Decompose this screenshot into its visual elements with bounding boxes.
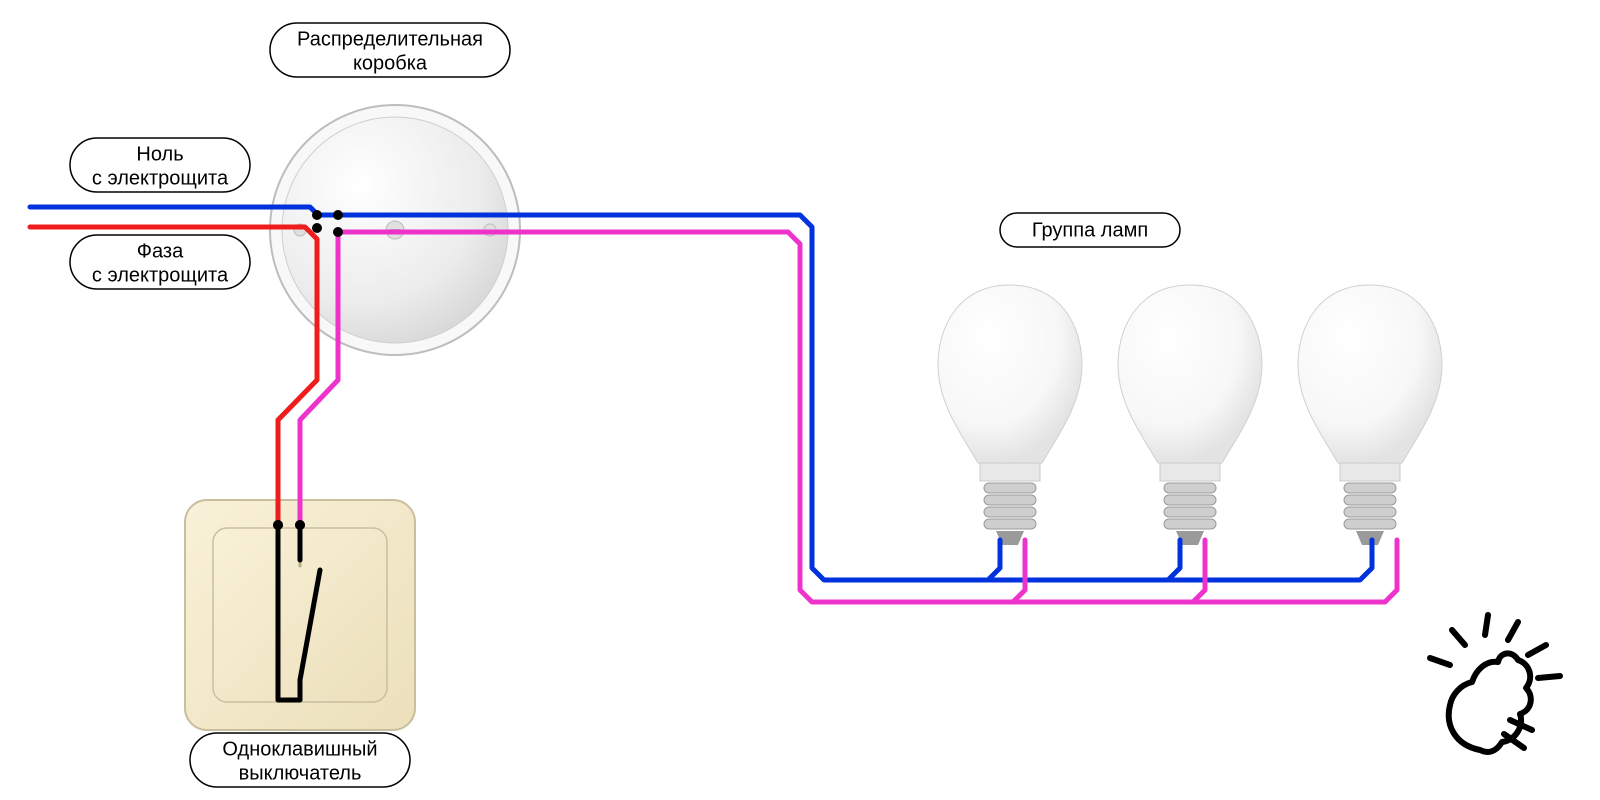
label-lamps: Группа ламп	[1000, 213, 1180, 247]
junction-dot	[312, 210, 322, 220]
label-phase: Фазас электрощита	[70, 235, 250, 289]
label-phase-line1: Фаза	[137, 240, 184, 262]
light-bulb	[1298, 285, 1442, 545]
label-switch-line2: выключатель	[239, 762, 362, 784]
label-lamps-text: Группа ламп	[1032, 219, 1148, 241]
label-neutral-line2: с электрощита	[92, 167, 229, 189]
wire	[1013, 540, 1025, 602]
logo-icon	[1430, 615, 1560, 752]
light-bulb	[1118, 285, 1262, 545]
junction-dot	[333, 227, 343, 237]
junction-dot	[333, 210, 343, 220]
junction-dot	[312, 223, 322, 233]
label-switch-line1: Одноклавишный	[222, 738, 377, 760]
label-junction-box-line2: коробка	[353, 52, 428, 74]
light-bulb	[938, 285, 1082, 545]
label-junction-box: Распределительнаякоробка	[270, 23, 510, 77]
label-phase-line2: с электрощита	[92, 264, 229, 286]
label-junction-box-line1: Распределительная	[297, 28, 483, 50]
label-switch: Одноклавишныйвыключатель	[190, 733, 410, 787]
wire	[988, 540, 1000, 580]
wire	[1193, 540, 1205, 602]
label-neutral-line1: Ноль	[136, 143, 183, 165]
wire	[1168, 540, 1180, 580]
label-neutral: Нольс электрощита	[70, 138, 250, 192]
